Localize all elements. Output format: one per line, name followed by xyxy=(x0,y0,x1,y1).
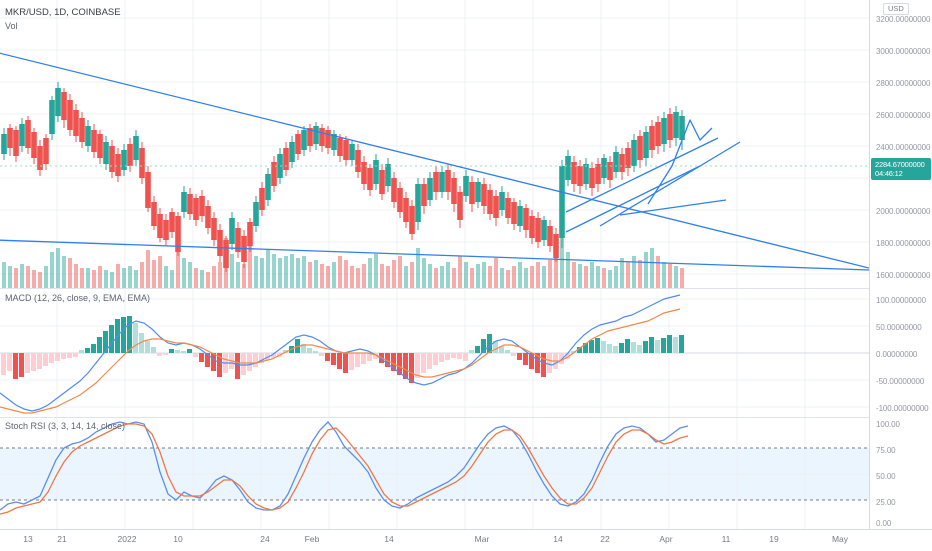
countdown-timer: 04:46:12 xyxy=(875,169,903,178)
pane-divider-2 xyxy=(0,417,932,418)
date-tick-5: Feb xyxy=(304,534,320,544)
stoch-gridlines xyxy=(0,418,869,529)
date-tick-9: 22 xyxy=(600,534,610,544)
stoch-rsi-chart-svg[interactable] xyxy=(0,418,869,529)
stoch-rsi-pane[interactable]: Stoch RSI (3, 3, 14, 14, close) xyxy=(0,418,869,529)
price-tick-1600: 1600.00000000 xyxy=(876,271,931,280)
date-tick-12: 19 xyxy=(769,534,779,544)
price-tick-2600: 2600.00000000 xyxy=(876,111,931,120)
macd-tick-neg50: -50.00000000 xyxy=(876,377,925,386)
stoch-k-line xyxy=(0,421,689,511)
date-tick-11: 11 xyxy=(721,534,731,544)
currency-badge: USD xyxy=(883,3,909,15)
channel-upper xyxy=(565,137,719,213)
price-tick-2000: 2000.00000000 xyxy=(876,207,931,216)
macd-tick-100: 100.00000000 xyxy=(876,296,926,305)
minor-support-line xyxy=(619,199,727,216)
stoch-tick-50: 50.00 xyxy=(876,472,896,481)
ascending-support-lower xyxy=(0,239,869,271)
bottom-time-axis[interactable]: 13 21 2022 10 24 Feb 14 Mar 14 22 Apr 11… xyxy=(0,529,932,551)
price-chart-svg[interactable] xyxy=(0,0,869,288)
price-tick-3200: 3200.00000000 xyxy=(876,15,931,24)
date-tick-3: 10 xyxy=(173,534,183,544)
channel-lower xyxy=(565,165,701,233)
current-price-value: 2284.67000000 xyxy=(875,160,925,169)
date-tick-4: 24 xyxy=(260,534,270,544)
date-tick-0: 13 xyxy=(23,534,33,544)
price-tick-1800: 1800.00000000 xyxy=(876,239,931,248)
projection-line xyxy=(599,141,741,227)
macd-gridlines xyxy=(0,289,869,417)
price-projection-path xyxy=(647,119,713,205)
stoch-rsi-legend[interactable]: Stoch RSI (3, 3, 14, 14, close) xyxy=(5,421,126,431)
date-tick-10: Apr xyxy=(659,534,673,544)
price-pane[interactable]: MKR/USD, 1D, COINBASE Vol xyxy=(0,0,869,288)
date-tick-1: 21 xyxy=(57,534,67,544)
macd-tick-50: 50.00000000 xyxy=(876,323,922,332)
candlestick-series xyxy=(1,82,685,272)
stoch-tick-25: 25.00 xyxy=(876,498,896,507)
symbol-legend[interactable]: MKR/USD, 1D, COINBASE xyxy=(5,7,121,18)
date-tick-7: Mar xyxy=(474,534,490,544)
volume-bars xyxy=(2,230,684,288)
stoch-tick-100: 100.00 xyxy=(876,420,900,429)
stoch-tick-75: 75.00 xyxy=(876,446,896,455)
date-tick-8: 14 xyxy=(553,534,563,544)
macd-signal-line xyxy=(0,308,681,414)
right-price-axis[interactable]: USD 3200.00000000 3000.00000000 2800.000… xyxy=(869,0,932,529)
price-tick-3000: 3000.00000000 xyxy=(876,47,931,56)
macd-tick-0: 0.00000000 xyxy=(876,350,918,359)
current-price-badge[interactable]: 2284.67000000 04:46:12 xyxy=(871,158,931,180)
date-tick-6: 14 xyxy=(384,534,394,544)
descending-trendline-upper xyxy=(0,52,869,269)
date-tick-2: 2022 xyxy=(117,534,137,544)
stoch-tick-0: 0.00 xyxy=(876,519,892,528)
price-tick-2400: 2400.00000000 xyxy=(876,143,931,152)
pane-divider-1 xyxy=(0,288,932,289)
macd-chart-svg[interactable] xyxy=(0,289,869,417)
macd-pane[interactable]: MACD (12, 26, close, 9, EMA, EMA) xyxy=(0,289,869,417)
date-tick-13: May xyxy=(831,534,849,544)
trendlines[interactable] xyxy=(0,52,869,271)
price-tick-2800: 2800.00000000 xyxy=(876,79,931,88)
macd-legend[interactable]: MACD (12, 26, close, 9, EMA, EMA) xyxy=(5,293,151,303)
stoch-d-line xyxy=(0,423,689,515)
macd-tick-neg100: -100.00000000 xyxy=(876,404,929,413)
volume-legend[interactable]: Vol xyxy=(5,21,18,31)
